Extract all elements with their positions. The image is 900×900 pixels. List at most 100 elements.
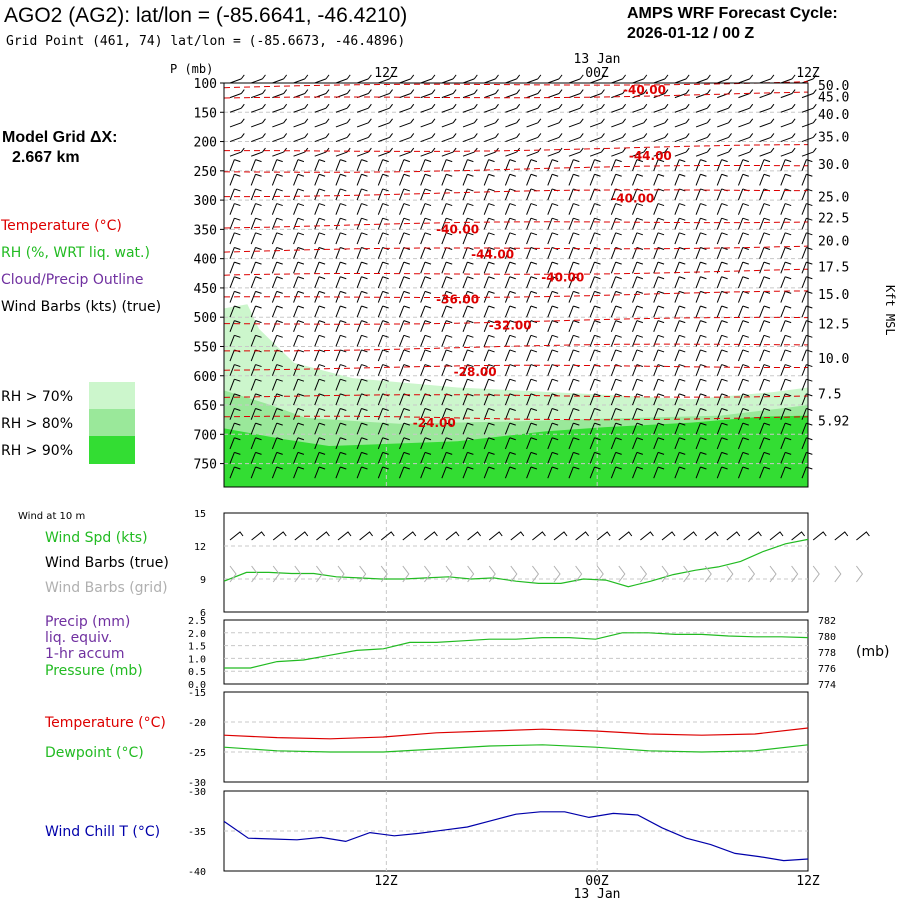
wind-barb bbox=[759, 203, 771, 215]
wind-barb bbox=[314, 118, 330, 128]
wind-barb bbox=[250, 422, 262, 435]
precip-pressure-y2tick: 778 bbox=[818, 648, 836, 659]
wind-barb bbox=[589, 217, 601, 230]
wind-barb bbox=[610, 408, 622, 420]
legend-cloud: Cloud/Precip Outline bbox=[1, 272, 144, 288]
wind-barb bbox=[611, 74, 627, 84]
wind-barb bbox=[399, 466, 410, 479]
kft-tick-label: 35.0 bbox=[818, 130, 849, 145]
wind-barb bbox=[250, 217, 262, 230]
wind-barb bbox=[632, 305, 644, 318]
wind-barb bbox=[441, 203, 453, 215]
wind-barb bbox=[229, 320, 241, 333]
wind-barb bbox=[780, 147, 796, 157]
wind-barb bbox=[441, 422, 453, 435]
temperature-contour-label: -32.00 bbox=[489, 318, 532, 332]
wind-chill-label: Wind Chill T (°C) bbox=[45, 824, 160, 840]
wind-barb bbox=[737, 364, 749, 376]
wind-barb bbox=[547, 305, 559, 318]
wind-barb bbox=[737, 173, 749, 186]
wind-barb bbox=[780, 232, 792, 245]
wind-barb bbox=[504, 232, 516, 245]
wind-barb bbox=[356, 334, 368, 347]
wind-barb bbox=[632, 147, 648, 157]
wind-barb bbox=[272, 103, 288, 113]
wind-barb bbox=[568, 232, 580, 245]
wind-barb bbox=[610, 320, 622, 333]
wind-barb bbox=[737, 261, 749, 274]
wind-barb bbox=[759, 173, 771, 186]
wind-barb bbox=[653, 466, 665, 479]
wind-barb bbox=[335, 203, 347, 215]
temperature-contour-label: -40.00 bbox=[623, 83, 666, 97]
wind-barb bbox=[378, 133, 393, 143]
wind-barb bbox=[653, 290, 665, 303]
wind-barb bbox=[611, 147, 627, 157]
temperature-contour bbox=[223, 81, 809, 89]
wind-barb bbox=[441, 261, 453, 274]
wind-barb bbox=[420, 74, 436, 84]
wind-barb bbox=[716, 364, 728, 376]
wind-barb-10m bbox=[229, 531, 244, 541]
wind-barb bbox=[737, 305, 749, 318]
wind-barb-grid bbox=[532, 565, 540, 583]
wind-barb bbox=[420, 159, 432, 172]
precip-liq-label: liq. equiv. bbox=[45, 630, 112, 646]
wind-barb bbox=[759, 147, 775, 157]
wind-barb bbox=[356, 349, 368, 362]
temperature-contour-label: -24.00 bbox=[413, 416, 456, 430]
wind-barb-10m bbox=[402, 531, 417, 541]
wind-barb bbox=[293, 451, 305, 464]
wind-barb bbox=[610, 173, 622, 186]
wind-barb bbox=[759, 103, 775, 113]
wind-barb bbox=[377, 159, 389, 172]
wind-barb bbox=[526, 378, 538, 391]
wind-barb bbox=[632, 378, 644, 391]
wind-barb bbox=[504, 246, 516, 259]
temperature-contour bbox=[224, 189, 808, 198]
wind-barb bbox=[695, 437, 707, 450]
wind-barb bbox=[293, 276, 305, 289]
wind-barb bbox=[356, 159, 368, 172]
wind-barb bbox=[780, 89, 796, 99]
wind-barb bbox=[462, 203, 474, 215]
wind-barb bbox=[780, 378, 792, 391]
wind-barb bbox=[695, 133, 711, 143]
wind-barb-10m bbox=[856, 531, 870, 541]
wind-barb bbox=[505, 89, 521, 99]
wind-barbs-true-label: Wind Barbs (true) bbox=[45, 555, 169, 571]
wind-barb bbox=[314, 232, 326, 245]
wind-barb bbox=[250, 466, 262, 479]
wind-barb bbox=[568, 408, 580, 420]
wind-barb bbox=[547, 232, 559, 245]
wind-barb bbox=[399, 203, 410, 215]
wind-barb bbox=[504, 334, 516, 347]
wind-barb bbox=[737, 437, 749, 450]
wind-barb bbox=[251, 74, 266, 84]
wind-barb bbox=[335, 217, 347, 230]
wind-chill-series-line bbox=[223, 811, 809, 862]
wind-barb bbox=[229, 74, 245, 84]
kft-tick-label: 12.5 bbox=[818, 318, 849, 333]
wind-barb bbox=[229, 159, 241, 172]
pressure-label: Pressure (mb) bbox=[45, 663, 143, 679]
wind-barb bbox=[399, 133, 415, 143]
wind-barb bbox=[378, 74, 393, 84]
wind-barb bbox=[632, 89, 648, 99]
wind-barb bbox=[293, 103, 309, 113]
wind-barb bbox=[271, 320, 283, 333]
wind-chill-ytick: -30 bbox=[188, 787, 206, 798]
temperature-contour bbox=[223, 415, 809, 421]
kft-tick-label: 15.0 bbox=[818, 288, 849, 303]
wind-barb bbox=[547, 133, 563, 143]
wind-barb bbox=[716, 232, 728, 245]
wind-barb bbox=[674, 103, 690, 113]
wind-barb bbox=[653, 74, 669, 84]
wind-barb bbox=[632, 466, 644, 479]
wind-barb bbox=[526, 147, 542, 157]
wind-barb bbox=[441, 74, 457, 84]
wind-barb bbox=[547, 217, 559, 230]
wind-barb bbox=[653, 246, 665, 259]
wind-barb bbox=[674, 232, 686, 245]
wind-barb bbox=[377, 261, 389, 274]
